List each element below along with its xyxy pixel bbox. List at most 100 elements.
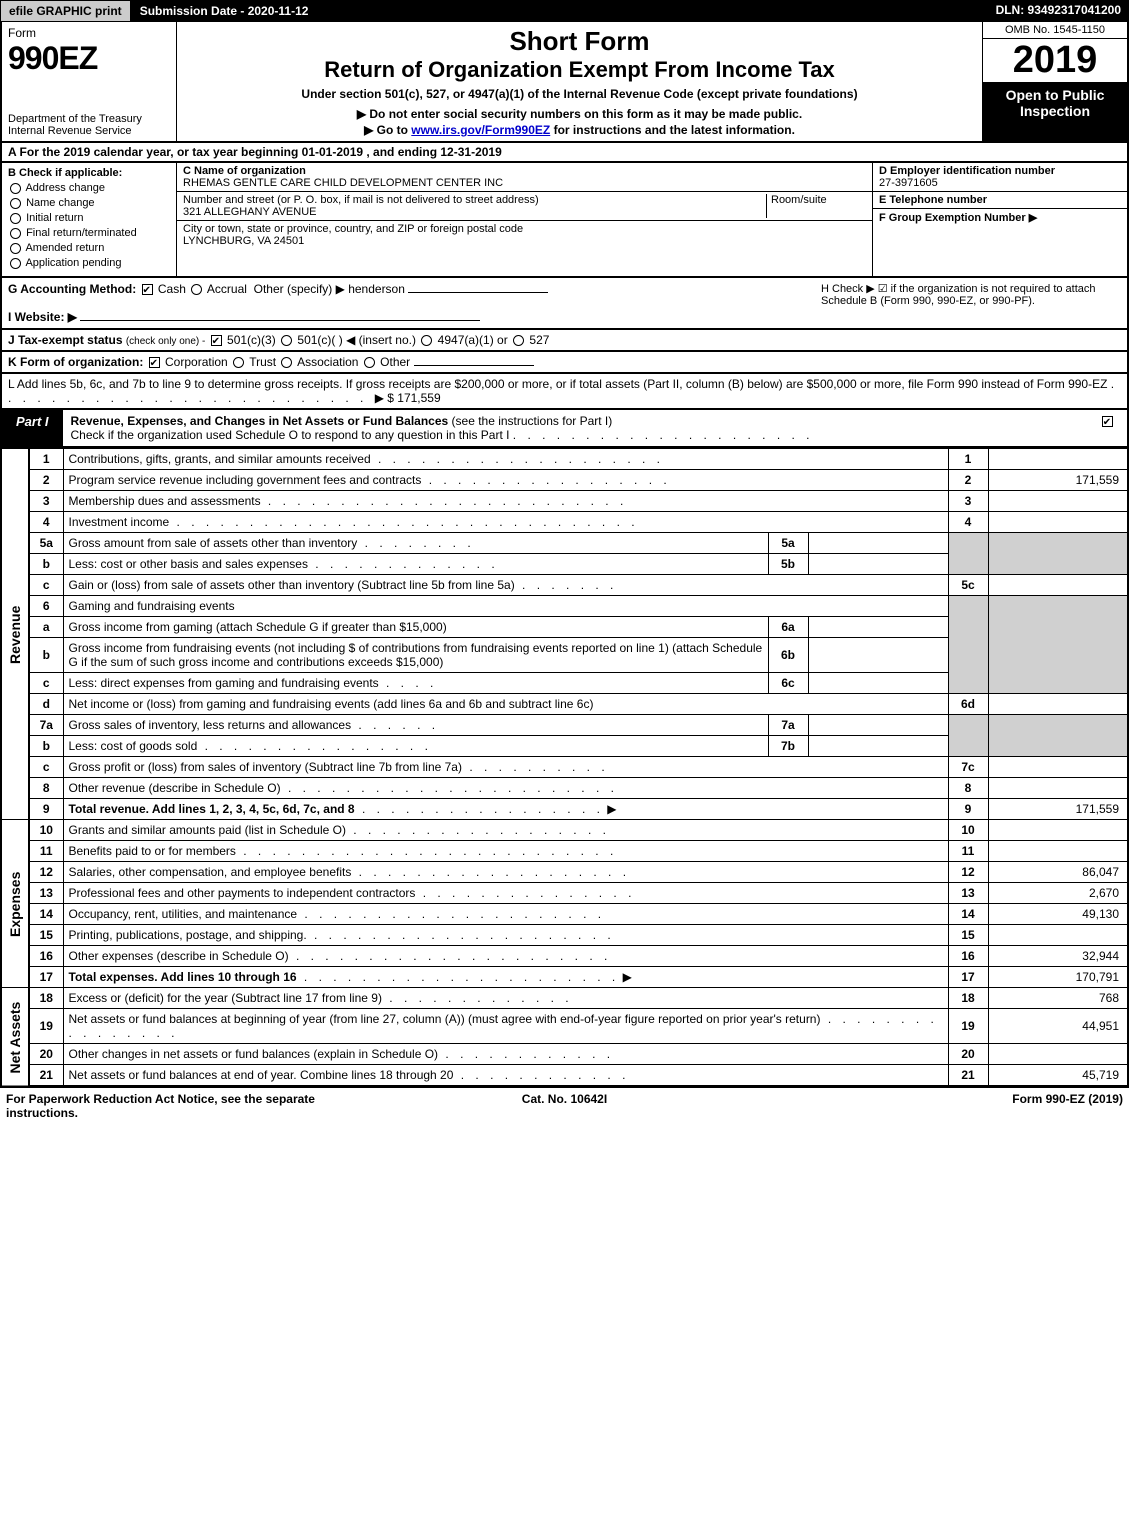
cash-label: Cash — [158, 282, 186, 296]
chk-501c3[interactable] — [211, 335, 222, 346]
chk-cash[interactable] — [142, 284, 153, 295]
desc-5c: Gain or (loss) from sale of assets other… — [63, 575, 948, 596]
ln-11: 11 — [29, 841, 63, 862]
val-2: 171,559 — [988, 470, 1128, 491]
desc-21: Net assets or fund balances at end of ye… — [63, 1065, 948, 1087]
val-7c — [988, 757, 1128, 778]
phone-label: E Telephone number — [879, 194, 987, 206]
ln-8: 8 — [29, 778, 63, 799]
other-org-input[interactable] — [414, 365, 534, 366]
sub-6b: 6b — [768, 638, 808, 673]
shade-5v — [988, 533, 1128, 575]
form-header: Form 990EZ Department of the Treasury In… — [0, 22, 1129, 143]
header-right: OMB No. 1545-1150 2019 Open to Public In… — [982, 22, 1127, 141]
chk-initial-return[interactable]: Initial return — [8, 212, 170, 224]
other-label: Other (specify) ▶ — [254, 282, 345, 296]
sub-6c: 6c — [768, 673, 808, 694]
val-21: 45,719 — [988, 1065, 1128, 1087]
efile-print-button[interactable]: efile GRAPHIC print — [0, 0, 131, 22]
chk-4947[interactable] — [421, 335, 432, 346]
desc-20: Other changes in net assets or fund bala… — [63, 1044, 948, 1065]
accrual-label: Accrual — [207, 282, 247, 296]
box-11: 11 — [948, 841, 988, 862]
netassets-side-label: Net Assets — [1, 988, 29, 1087]
ln-3: 3 — [29, 491, 63, 512]
box-5c: 5c — [948, 575, 988, 596]
room-label: Room/suite — [771, 194, 827, 206]
val-14: 49,130 — [988, 904, 1128, 925]
val-3 — [988, 491, 1128, 512]
chk-association[interactable] — [281, 357, 292, 368]
shade-6v — [988, 596, 1128, 694]
ln-17: 17 — [29, 967, 63, 988]
submission-date-label: Submission Date - 2020-11-12 — [131, 0, 318, 22]
desc-17: Total expenses. Add lines 10 through 16 … — [63, 967, 948, 988]
ln-20: 20 — [29, 1044, 63, 1065]
desc-14: Occupancy, rent, utilities, and maintena… — [63, 904, 948, 925]
section-d: D Employer identification number 27-3971… — [873, 163, 1127, 192]
website-input[interactable] — [80, 320, 480, 321]
line-h: H Check ▶ ☑ if the organization is not r… — [821, 282, 1121, 324]
form-title: Return of Organization Exempt From Incom… — [185, 57, 974, 83]
desc-7b: Less: cost of goods sold . . . . . . . .… — [63, 736, 768, 757]
shade-6 — [948, 596, 988, 694]
chk-application-pending[interactable]: Application pending — [8, 257, 170, 269]
header-center: Short Form Return of Organization Exempt… — [177, 22, 982, 141]
opt-corp: Corporation — [165, 355, 228, 369]
shade-5 — [948, 533, 988, 575]
val-11 — [988, 841, 1128, 862]
chk-other-org[interactable] — [364, 357, 375, 368]
footer-right: Form 990-EZ (2019) — [751, 1092, 1123, 1120]
line-g: G Accounting Method: Cash Accrual Other … — [8, 282, 821, 324]
chk-501c[interactable] — [281, 335, 292, 346]
other-specify-input[interactable] — [408, 292, 548, 293]
subtitle-2: ▶ Do not enter social security numbers o… — [185, 107, 974, 121]
box-1: 1 — [948, 449, 988, 470]
tax-year: 2019 — [983, 39, 1127, 83]
part1-check[interactable] — [1087, 410, 1127, 446]
desc-6b: Gross income from fundraising events (no… — [63, 638, 768, 673]
chk-527[interactable] — [513, 335, 524, 346]
chk-address-change[interactable]: Address change — [8, 182, 170, 194]
chk-trust[interactable] — [233, 357, 244, 368]
chk-corporation[interactable] — [149, 357, 160, 368]
line-j-label: J Tax-exempt status — [8, 333, 123, 347]
val-10 — [988, 820, 1128, 841]
chk-accrual[interactable] — [191, 284, 202, 295]
desc-18: Excess or (deficit) for the year (Subtra… — [63, 988, 948, 1009]
dots: . . . . . . . . . . . . . . . . . . . . … — [513, 428, 814, 442]
desc-6a: Gross income from gaming (attach Schedul… — [63, 617, 768, 638]
desc-7a: Gross sales of inventory, less returns a… — [63, 715, 768, 736]
ln-2: 2 — [29, 470, 63, 491]
ln-6c: c — [29, 673, 63, 694]
ln-7c: c — [29, 757, 63, 778]
sub-7b: 7b — [768, 736, 808, 757]
box-10: 10 — [948, 820, 988, 841]
ln-1: 1 — [29, 449, 63, 470]
val-15 — [988, 925, 1128, 946]
omb-label: OMB No. 1545-1150 — [983, 22, 1127, 39]
chk-name-change[interactable]: Name change — [8, 197, 170, 209]
footer-left: For Paperwork Reduction Act Notice, see … — [6, 1092, 378, 1120]
opt-501c: 501(c)( ) ◀ (insert no.) — [297, 333, 416, 347]
revenue-side-label: Revenue — [1, 449, 29, 820]
ln-5a: 5a — [29, 533, 63, 554]
box-15: 15 — [948, 925, 988, 946]
part1-check-line: Check if the organization used Schedule … — [71, 428, 510, 442]
desc-6: Gaming and fundraising events — [63, 596, 948, 617]
chk-amended-return[interactable]: Amended return — [8, 242, 170, 254]
chk-final-return[interactable]: Final return/terminated — [8, 227, 170, 239]
section-b: B Check if applicable: Address change Na… — [2, 163, 177, 276]
desc-19: Net assets or fund balances at beginning… — [63, 1009, 948, 1044]
dln-label: DLN: 93492317041200 — [988, 0, 1129, 22]
goto-post: for instructions and the latest informat… — [550, 123, 795, 137]
irs-link[interactable]: www.irs.gov/Form990EZ — [411, 123, 550, 137]
section-b-header: B Check if applicable: — [8, 167, 170, 179]
line-k-label: K Form of organization: — [8, 355, 143, 369]
opt-trust: Trust — [249, 355, 276, 369]
form-number: 990EZ — [8, 40, 97, 76]
shade-7 — [948, 715, 988, 757]
city-label: City or town, state or province, country… — [183, 223, 523, 235]
box-21: 21 — [948, 1065, 988, 1087]
desc-5a: Gross amount from sale of assets other t… — [63, 533, 768, 554]
